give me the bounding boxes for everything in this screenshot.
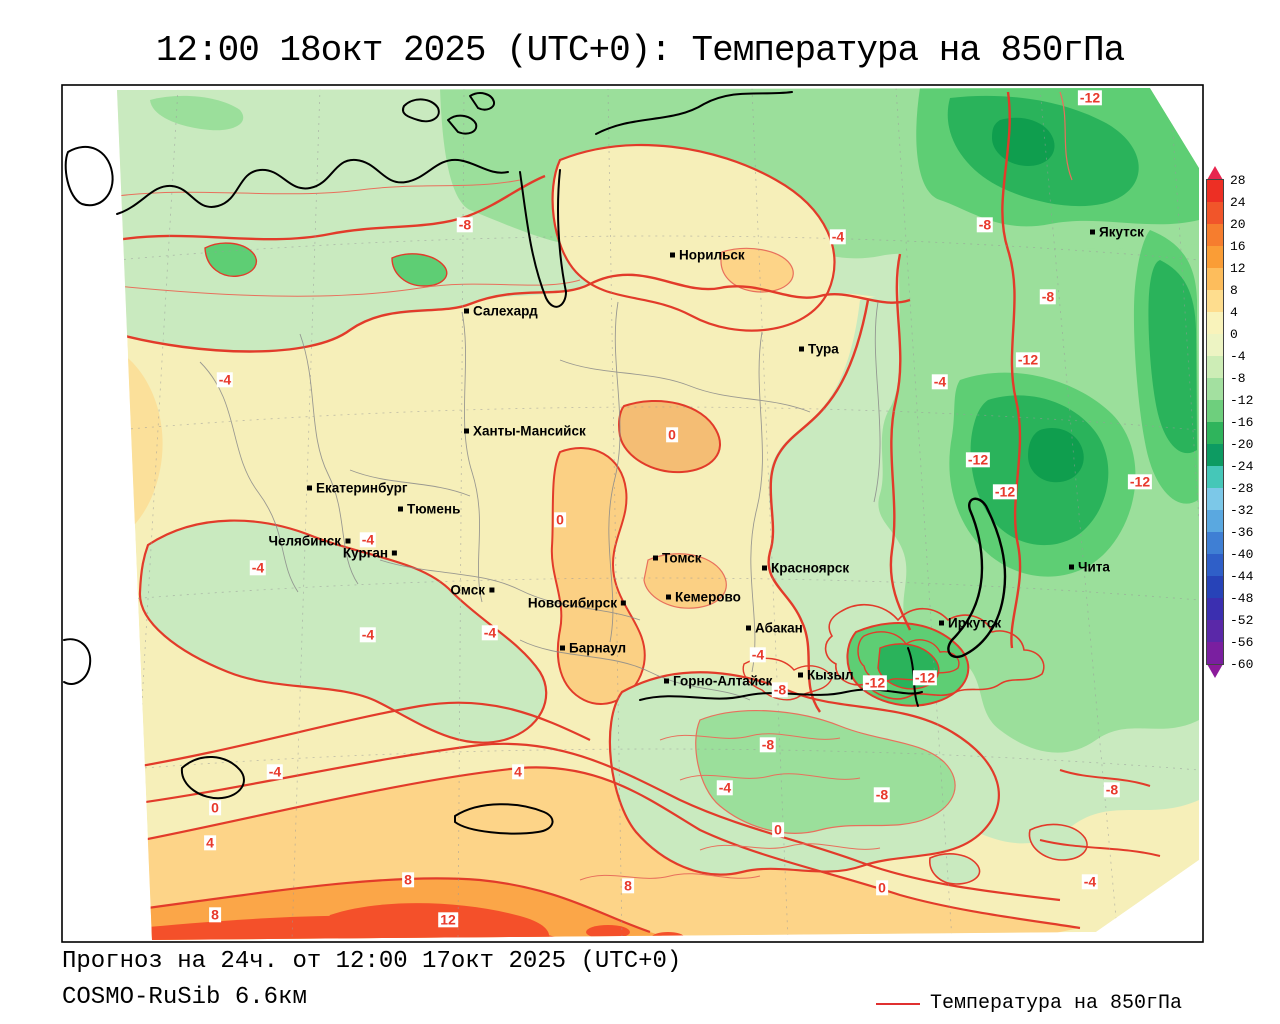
admin-borders xyxy=(199,301,881,701)
colorbar-segment xyxy=(1207,334,1223,356)
colorbar-segment xyxy=(1207,312,1223,334)
colorbar-segment xyxy=(1207,180,1223,202)
colorbar-tick-label: 8 xyxy=(1230,283,1238,298)
colorbar-tick-label: -32 xyxy=(1230,503,1254,518)
colorbar-segment xyxy=(1207,466,1223,488)
colorbar-tick-label: -20 xyxy=(1230,437,1254,452)
contour-lines xyxy=(117,91,1161,934)
colorbar-tick-label: -52 xyxy=(1230,613,1254,628)
colorbar-tick-label: -60 xyxy=(1230,657,1254,672)
colorbar-tick-label: -4 xyxy=(1230,349,1246,364)
colorbar-segment xyxy=(1207,488,1223,510)
colorbar-tick-label: -8 xyxy=(1230,371,1246,386)
temperature-fills xyxy=(117,88,1199,940)
colorbar-segment xyxy=(1207,224,1223,246)
colorbar-segment xyxy=(1207,400,1223,422)
colorbar-tick-label: 0 xyxy=(1230,327,1238,342)
legend-line-sample xyxy=(876,1002,920,1005)
colorbar-tick-label: -12 xyxy=(1230,393,1254,408)
colorbar-segment xyxy=(1207,510,1223,532)
colorbar-segment xyxy=(1207,202,1223,224)
colorbar-tick-label: 12 xyxy=(1230,261,1246,276)
graticule xyxy=(117,88,1199,940)
colorbar: 28 24 20 16 12 8 4 0 -4 -8 -12 -16 -20 -24 -28 -32 -36 -4… xyxy=(1206,166,1253,678)
colorbar-tick-label: -48 xyxy=(1230,591,1254,606)
colorbar-tick-label: -40 xyxy=(1230,547,1254,562)
colorbar-segment xyxy=(1207,290,1223,312)
colorbar-segment xyxy=(1207,598,1223,620)
colorbar-arrow-top xyxy=(1207,166,1223,180)
colorbar-segment xyxy=(1207,356,1223,378)
coastlines xyxy=(63,91,1007,835)
colorbar-tick-label: -36 xyxy=(1230,525,1254,540)
model-info: COSMO-RuSib 6.6км xyxy=(62,984,307,1011)
colorbar-segment xyxy=(1207,378,1223,400)
colorbar-segment xyxy=(1207,620,1223,642)
colorbar-tick-label: 4 xyxy=(1230,305,1238,320)
colorbar-tick-label: 28 xyxy=(1230,173,1246,188)
colorbar-bar xyxy=(1206,179,1224,665)
legend-label: Температура на 850гПа xyxy=(930,992,1183,1015)
colorbar-segment xyxy=(1207,576,1223,598)
map-legend: Температура на 850гПа xyxy=(876,992,1182,1015)
colorbar-segment xyxy=(1207,268,1223,290)
colorbar-tick-label: -56 xyxy=(1230,635,1254,650)
forecast-info: Прогноз на 24ч. от 12:00 17окт 2025 (UTC… xyxy=(62,948,682,975)
colorbar-tick-label: -16 xyxy=(1230,415,1254,430)
colorbar-segment xyxy=(1207,532,1223,554)
colorbar-tick-label: 16 xyxy=(1230,239,1246,254)
page-title: 12:00 18окт 2025 (UTC+0): Температура на… xyxy=(155,30,1125,71)
colorbar-tick-label: 20 xyxy=(1230,217,1246,232)
colorbar-tick-label: -44 xyxy=(1230,569,1254,584)
colorbar-segment xyxy=(1207,554,1223,576)
colorbar-arrow-bottom xyxy=(1207,664,1223,678)
colorbar-segment xyxy=(1207,246,1223,268)
colorbar-tick-label: -24 xyxy=(1230,459,1254,474)
colorbar-tick-label: -28 xyxy=(1230,481,1254,496)
colorbar-segment xyxy=(1207,642,1223,664)
colorbar-segment xyxy=(1207,444,1223,466)
colorbar-tick-label: 24 xyxy=(1230,195,1246,210)
colorbar-segment xyxy=(1207,422,1223,444)
